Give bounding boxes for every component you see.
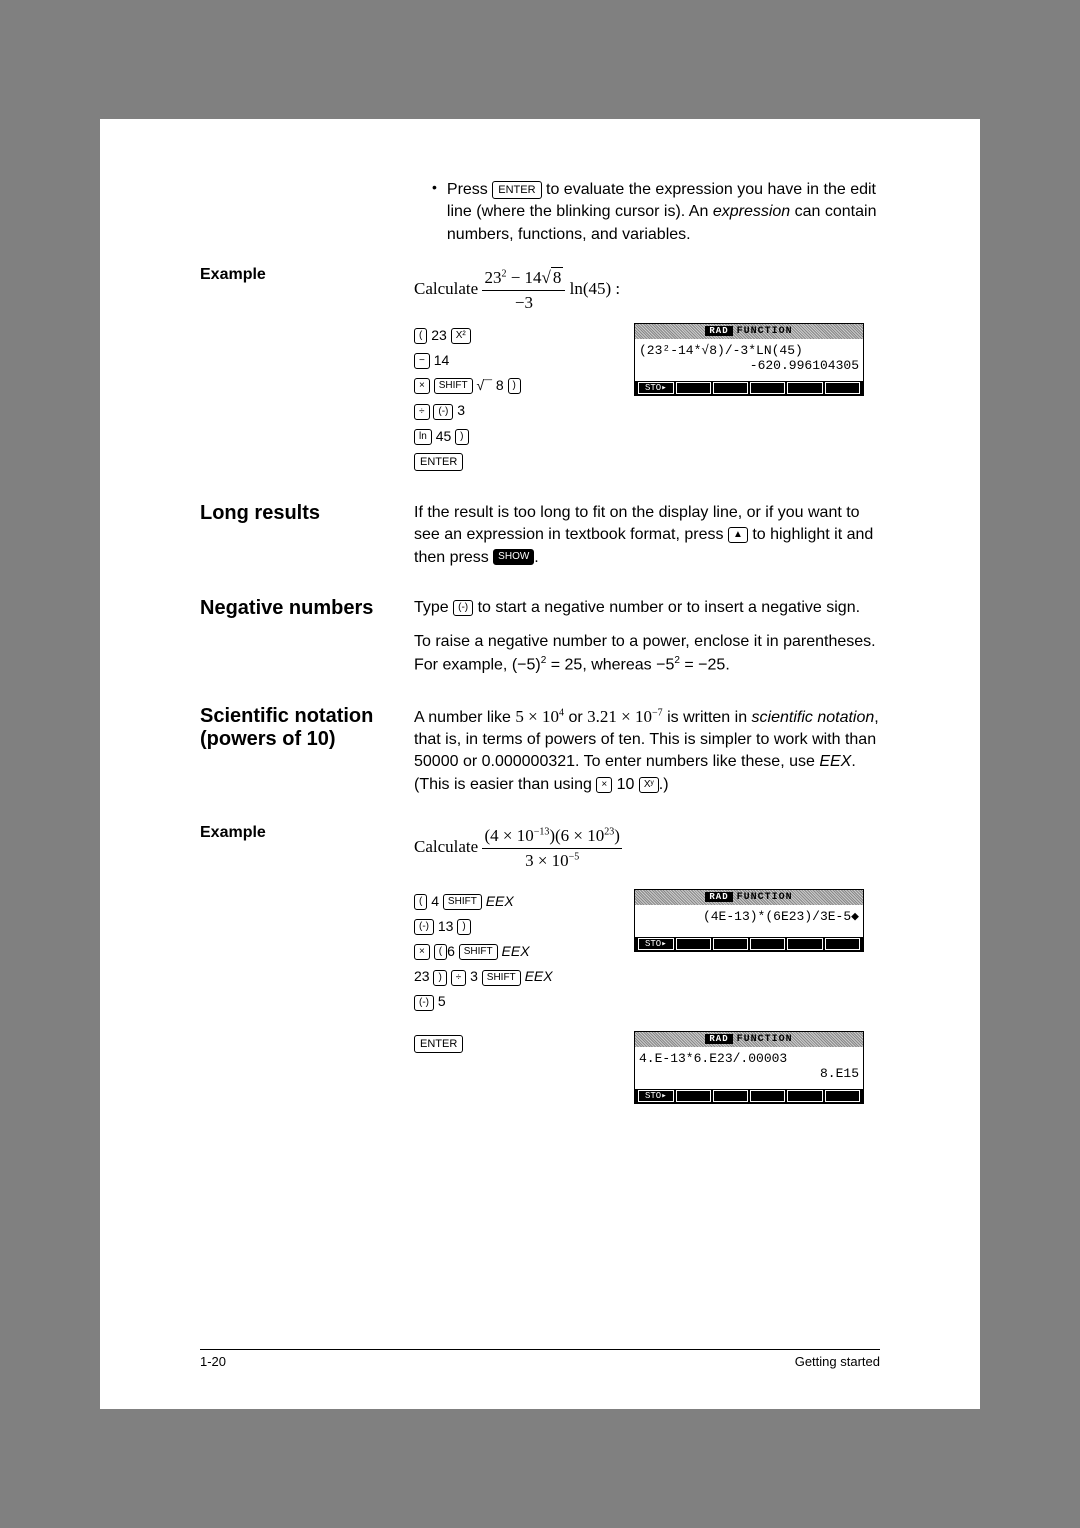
example1-label: Example [200,266,390,284]
scientific-notation: Scientific notation (powers of 10) A num… [200,705,880,797]
example2-label: Example [200,824,390,842]
bullet-dot: • [432,179,437,246]
intro-bullet: • Press ENTER to evaluate the expression… [414,179,880,246]
bullet-italic: expression [713,203,790,220]
enter-key: ENTER [492,181,541,199]
example1-keys: ( 23 X² − 14 × SHIFT √¯ 8 ) ÷ (-) 3 ln 4… [414,323,614,474]
enter-key-2: ENTER [414,1035,463,1053]
calc-display-1: RADFUNCTION (23²-14*√8)/-3*LN(45) -620.9… [634,323,864,396]
show-key: SHOW [493,549,534,565]
chapter-title: Getting started [795,1354,880,1369]
document-page: • Press ENTER to evaluate the expression… [100,119,980,1409]
page-footer: 1-20 Getting started [200,1349,880,1369]
example2-keys: ( 4 SHIFT EEX (-) 13 ) × (6 SHIFT EEX 23… [414,889,614,1015]
example1-formula: Calculate 232 − 148 −3 ln(45) : [414,266,880,315]
up-key: ▲ [728,527,748,543]
bullet-prefix: Press [447,181,488,198]
negative-numbers: Negative numbers Type (-) to start a neg… [200,597,880,677]
example-2: Example Calculate (4 × 10−13)(6 × 1023) … [200,824,880,1104]
neg-heading: Negative numbers [200,597,390,620]
example-1: Example Calculate 232 − 148 −3 ln(45) : … [200,266,880,474]
calc-display-2: RADFUNCTION (4E-13)*(6E23)/3E-5◆ STO▸ [634,889,864,952]
neg-key: (-) [453,600,473,616]
page-number: 1-20 [200,1354,226,1369]
calc-display-3: RADFUNCTION 4.E-13*6.E23/.00003 8.E15 ST… [634,1031,864,1104]
sci-heading: Scientific notation (powers of 10) [200,705,390,751]
long-heading: Long results [200,502,390,525]
example2-formula: Calculate (4 × 10−13)(6 × 1023) 3 × 10−5 [414,824,880,873]
long-results: Long results If the result is too long t… [200,502,880,569]
